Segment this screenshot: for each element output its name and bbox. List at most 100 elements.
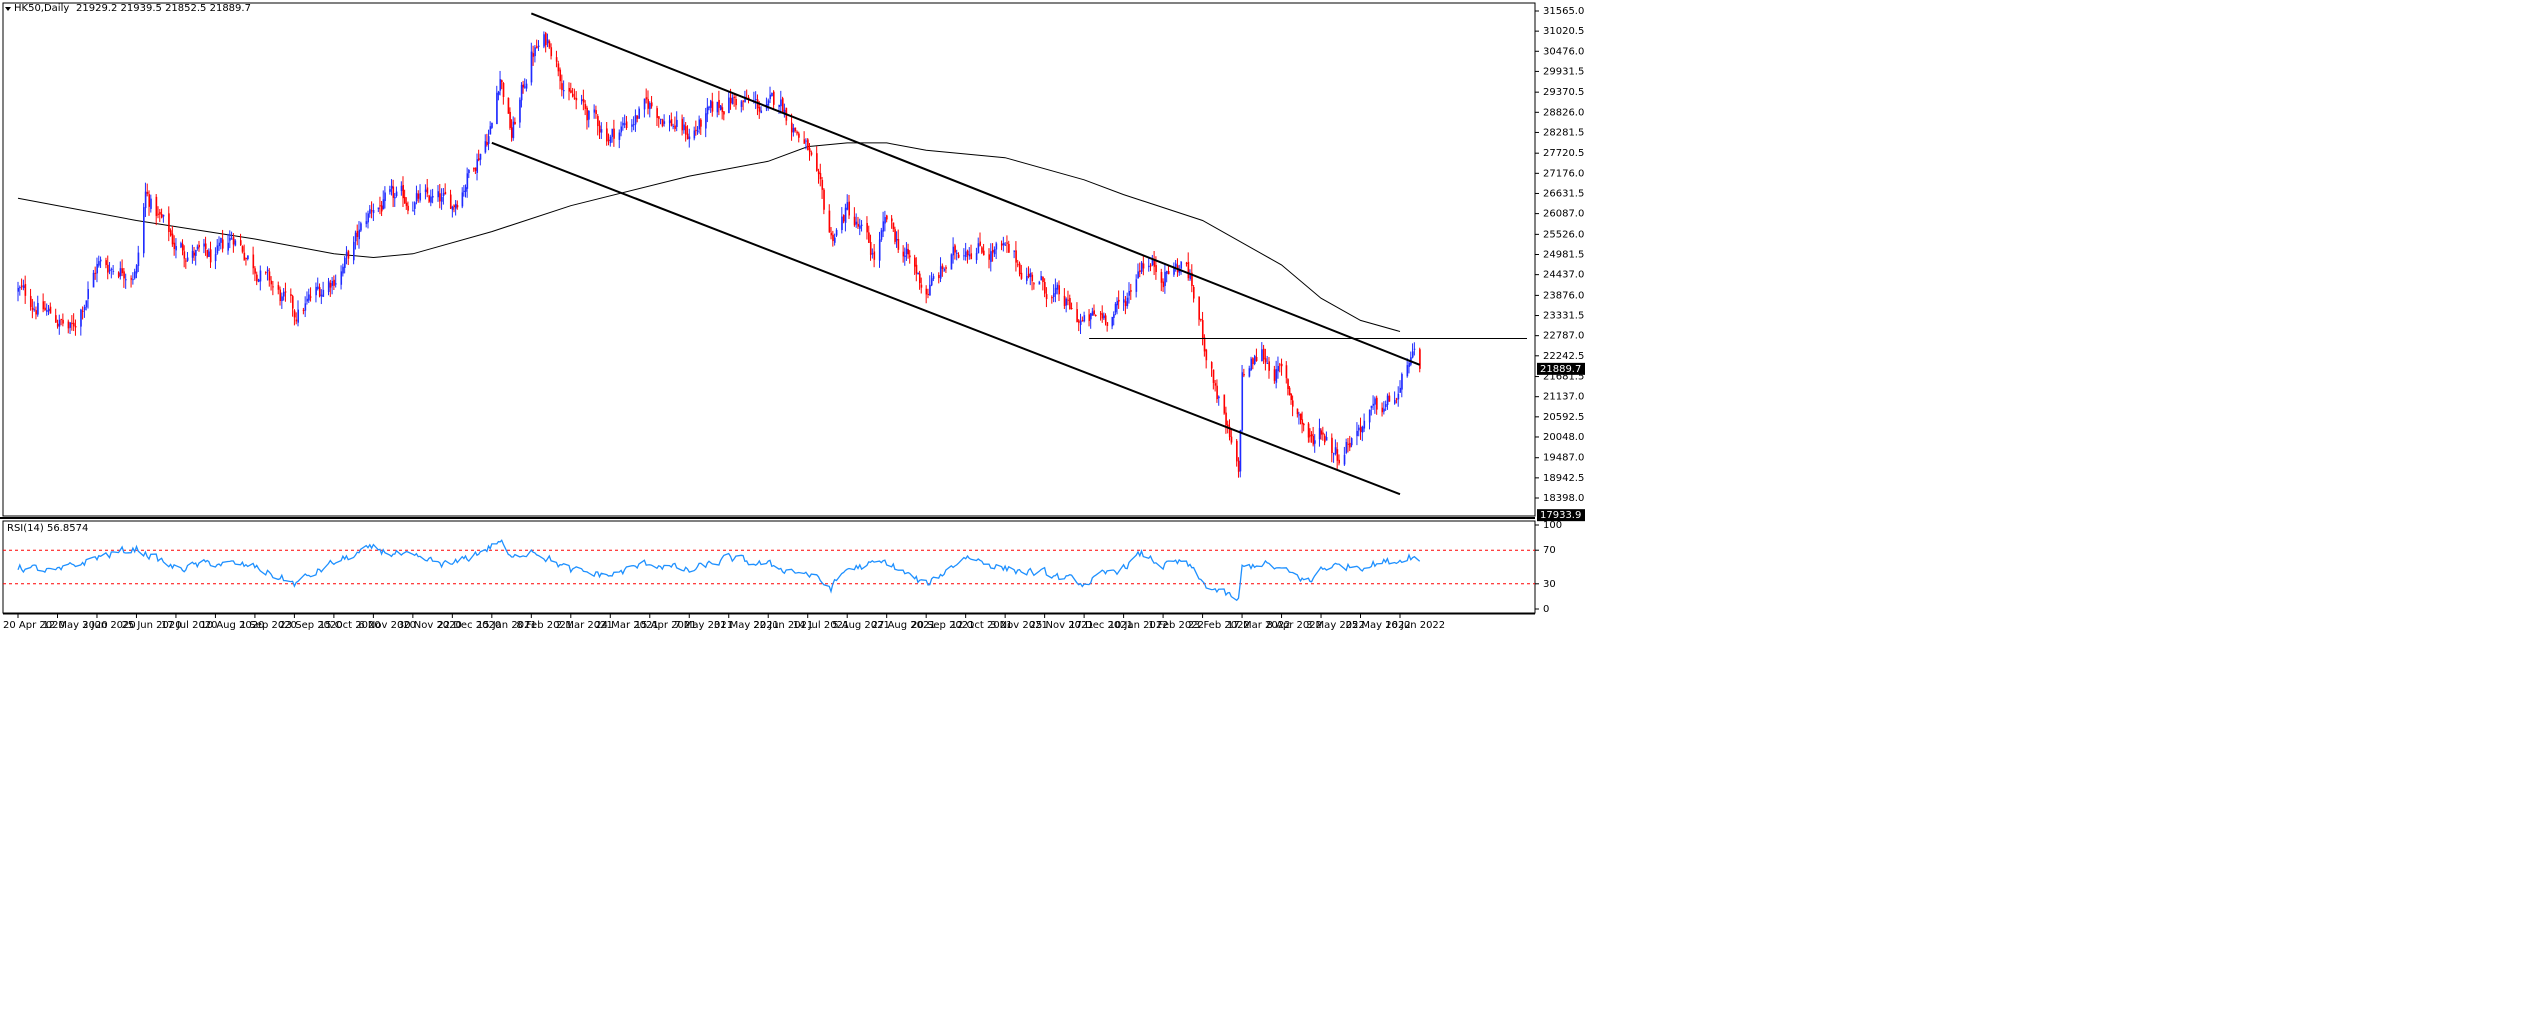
channel-lower-trendline[interactable] [491, 141, 1401, 496]
candle-body [247, 255, 249, 260]
candle-body [137, 252, 140, 266]
candle-body [816, 153, 818, 171]
candle-body [372, 210, 375, 214]
candle-body [509, 111, 511, 128]
price-axis-label: 29370.5 [1543, 87, 1584, 98]
channel-upper-trendline[interactable] [530, 12, 1421, 366]
candle-body [317, 286, 319, 289]
candle-body [952, 246, 955, 256]
candle-body [1338, 459, 1340, 464]
candle-body [1185, 262, 1188, 264]
candle-body [598, 125, 601, 133]
candle-body [729, 97, 732, 104]
candle-body [1006, 242, 1008, 244]
candle-body [1332, 453, 1335, 455]
candle-body [73, 322, 75, 327]
candle-body [823, 189, 825, 210]
candle-body [1347, 443, 1349, 445]
candle-body [659, 118, 662, 120]
price-axis-label: 26087.0 [1543, 209, 1584, 220]
candle-body [1395, 398, 1398, 400]
candle-body [981, 247, 983, 253]
candle-body [693, 130, 696, 139]
candle-body [857, 223, 859, 227]
candle-body [1173, 266, 1175, 275]
time-axis-label: 20 Sep 2021 [911, 620, 974, 631]
price-axis-label: 31020.5 [1543, 26, 1584, 37]
candle-body [668, 120, 671, 124]
time-axis-label: 22 Dec 2020 [437, 620, 501, 631]
candle-body [817, 171, 820, 175]
candle-body [196, 246, 199, 249]
candle-body [1314, 440, 1316, 444]
trendlines-layer[interactable] [491, 12, 1527, 496]
candle-body [1343, 454, 1346, 465]
candle-body [256, 274, 258, 282]
candle-body [344, 257, 346, 268]
candle-body [742, 100, 745, 102]
candle-body [146, 192, 149, 194]
candle-body [1361, 426, 1364, 433]
candle-body [778, 104, 780, 107]
candle-body [345, 252, 348, 257]
candle-body [1273, 369, 1276, 381]
time-axis-label: 17 Dec 2021 [1069, 620, 1133, 631]
rsi-axis-label: 70 [1543, 545, 1556, 556]
candle-body [487, 136, 490, 144]
candle-body [790, 122, 793, 133]
candle-body [848, 201, 850, 216]
candle-body [649, 102, 651, 110]
price-axis-label: 29931.5 [1543, 66, 1584, 77]
candle-body [155, 196, 158, 216]
candle-body [1359, 426, 1362, 432]
candle-body [1255, 357, 1258, 361]
candle-body [1394, 400, 1396, 404]
collapse-triangle-icon[interactable] [5, 7, 11, 11]
candle-body [733, 96, 736, 98]
candle-body [1381, 407, 1384, 413]
candle-body [382, 199, 385, 210]
candle-body [1065, 298, 1068, 306]
candle-body [892, 222, 895, 230]
candle-body [718, 99, 720, 108]
price-axis[interactable]: 31565.0 31020.5 30476.0 29931.5 29370.5 28826… [1535, 6, 1584, 615]
candle-body [327, 281, 330, 293]
candle-body [474, 167, 477, 171]
candle-body [491, 122, 493, 128]
candle-body [1349, 442, 1351, 448]
candle-body [220, 237, 222, 243]
time-axis-label: 25 Nov 2021 [1030, 620, 1094, 631]
candle-body [1254, 355, 1256, 365]
candle-body [808, 148, 811, 153]
candle-body [597, 116, 599, 127]
time-axis-label: 27 Aug 2021 [872, 620, 936, 631]
candle-body [157, 213, 159, 215]
candle-body [390, 185, 393, 189]
candle-body [1203, 337, 1206, 352]
candle-body [379, 205, 381, 207]
candle-body [1187, 261, 1190, 279]
time-axis-label: 3 May 2022 [1306, 620, 1365, 631]
candle-body [909, 255, 911, 258]
candle-body [329, 283, 332, 288]
candle-body [670, 119, 673, 126]
candle-body [1264, 358, 1267, 363]
candle-body [293, 310, 296, 318]
candle-body [132, 279, 134, 281]
candle-body [975, 253, 978, 261]
time-axis-label: 12 Oct 2021 [951, 620, 1013, 631]
candles-layer [17, 31, 1421, 478]
candle-body [461, 192, 464, 207]
candle-body [218, 242, 221, 247]
candle-body [853, 216, 856, 226]
candle-body [706, 106, 709, 115]
candle-body [1063, 295, 1066, 306]
price-axis-label: 27720.5 [1543, 148, 1584, 159]
candle-body [198, 244, 200, 248]
candle-body [473, 168, 475, 170]
candle-body [1358, 427, 1360, 431]
candle-body [268, 271, 271, 281]
candle-body [904, 255, 906, 258]
